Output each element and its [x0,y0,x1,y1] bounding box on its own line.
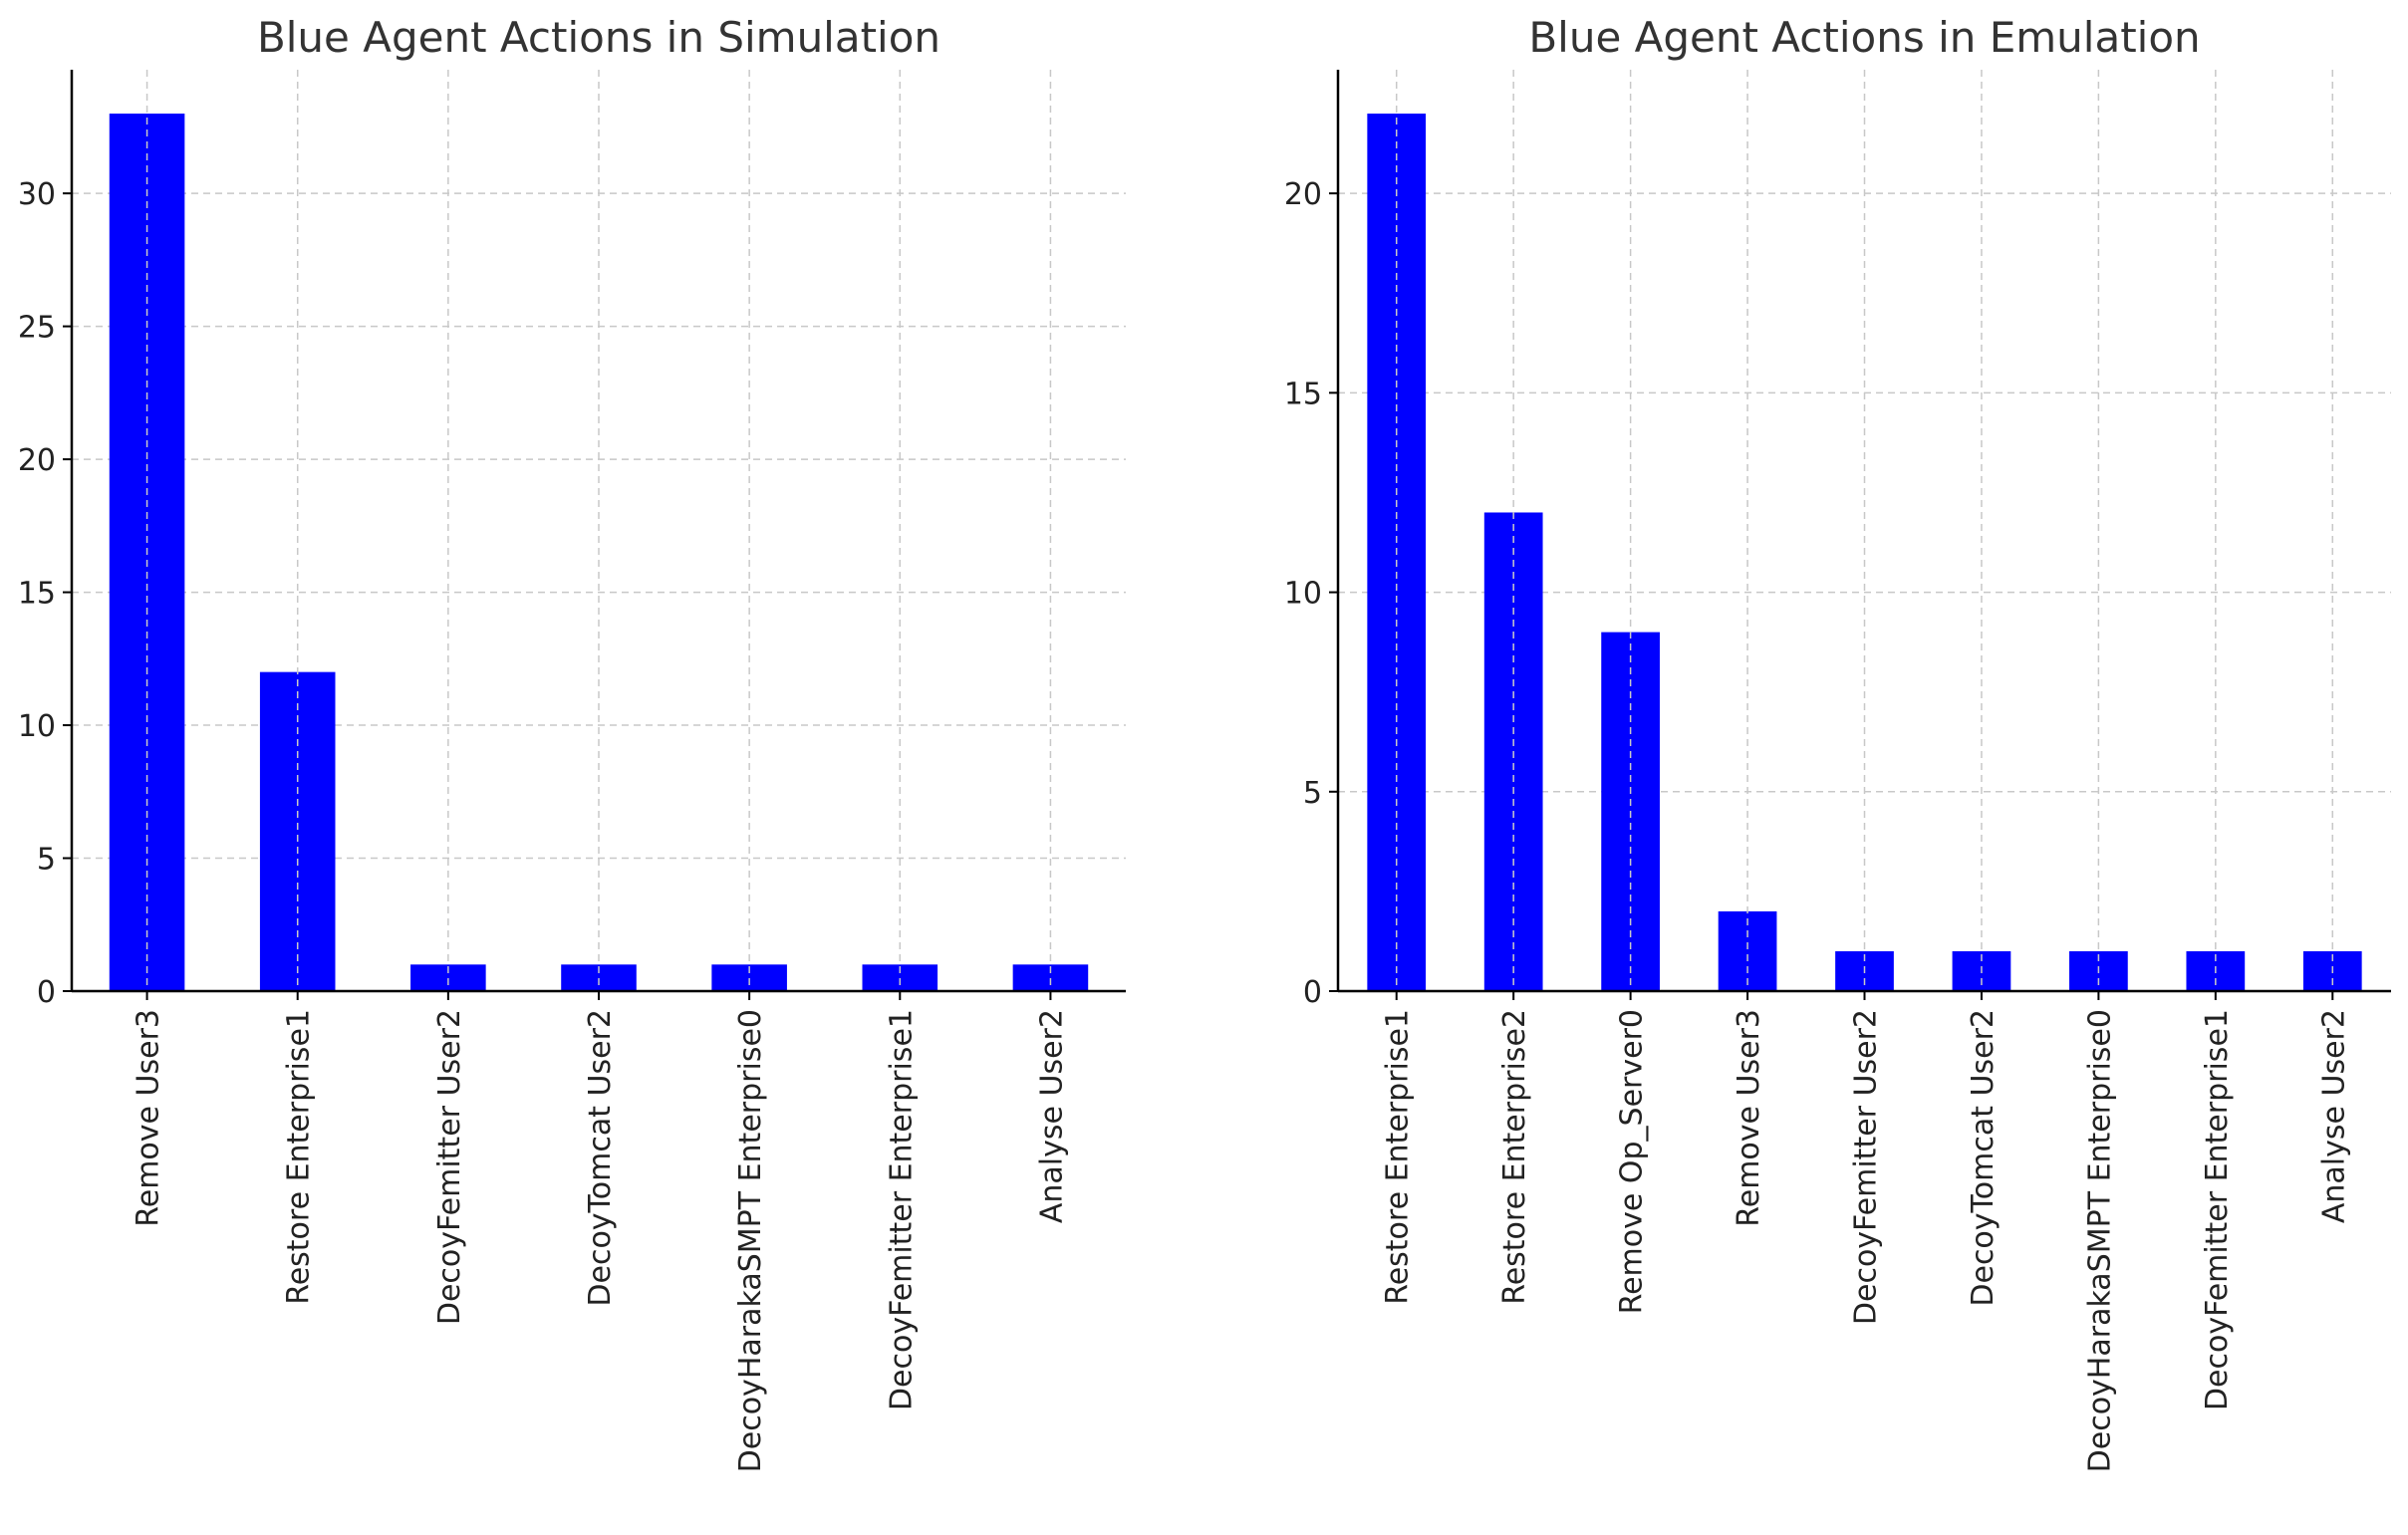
chart-title: Blue Agent Actions in Simulation [257,13,940,62]
y-tick-label: 5 [1303,776,1322,811]
y-tick-label: 15 [18,577,56,612]
y-tick-label: 0 [1303,975,1322,1010]
x-tick-label: Restore Enterprise1 [282,1009,317,1305]
x-tick-label: Restore Enterprise2 [1497,1009,1532,1305]
x-tick-label: DecoyFemitter Enterprise1 [2200,1009,2235,1410]
x-tick-label: DecoyTomcat User2 [1966,1009,2001,1307]
y-tick-label: 30 [18,177,56,212]
y-tick-label: 5 [37,843,56,878]
y-tick-label: 25 [18,311,56,346]
x-tick-label: Restore Enterprise1 [1381,1009,1416,1305]
x-tick-label: Remove User3 [132,1009,166,1227]
chart-emulation: Blue Agent Actions in Emulation 0 5 10 15 20 R… [1284,13,2391,1472]
chart-title: Blue Agent Actions in Emulation [1528,13,2200,62]
x-tick-label: Analyse User2 [2316,1009,2351,1223]
bar [259,671,336,991]
y-tick-label: 20 [18,443,56,478]
y-tick-label: 15 [1284,377,1322,411]
y-tick-label: 10 [18,709,56,744]
x-tick-label: DecoyFemitter User2 [432,1009,467,1325]
chart-simulation: Blue Agent Actions in Simulation 0 5 10 15 20… [18,13,1126,1472]
x-tick-label: DecoyTomcat User2 [583,1009,618,1307]
x-tick-label: Remove Op_Server0 [1615,1009,1650,1314]
x-tick-label: DecoyFemitter Enterprise1 [884,1009,919,1410]
y-tick-label: 10 [1284,577,1322,612]
x-tick-label: Remove User3 [1732,1009,1766,1227]
x-tick-label: DecoyHarakaSMPT Enterprise0 [733,1009,768,1472]
x-tick-label: DecoyFemitter User2 [1849,1009,1884,1325]
x-tick-label: DecoyHarakaSMPT Enterprise0 [2082,1009,2117,1472]
y-tick-label: 0 [37,975,56,1010]
y-tick-label: 20 [1284,177,1322,212]
x-tick-label: Analyse User2 [1034,1009,1069,1223]
